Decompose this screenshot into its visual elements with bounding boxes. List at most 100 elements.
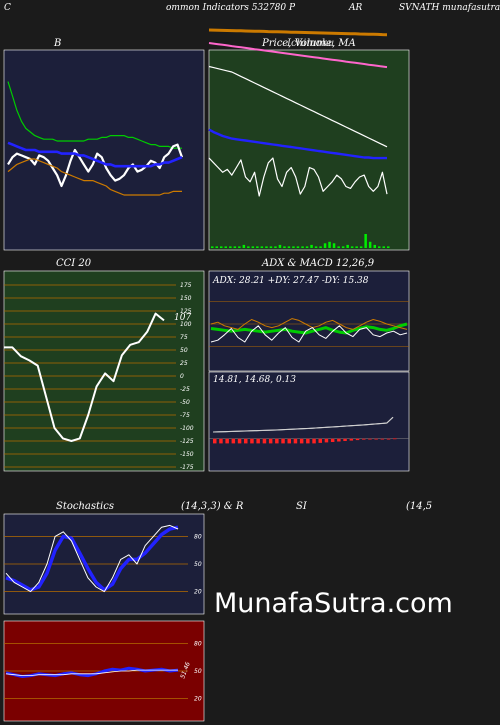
volume-bar (346, 244, 349, 248)
cci-tick: 175 (180, 282, 192, 289)
macd-histogram-bar (244, 438, 248, 444)
macd-histogram-bar (393, 438, 397, 440)
volume-bar (310, 244, 313, 248)
volume-bar (283, 246, 286, 248)
volume-bar (337, 246, 340, 248)
volume-bar (359, 246, 363, 248)
macd-histogram-bar (355, 438, 360, 441)
volume-bar (319, 246, 322, 248)
stoch-d-line (5, 525, 179, 592)
stoch-tick: 80 (194, 533, 202, 540)
macd-histogram-bar (337, 438, 341, 442)
macd-histogram-bar (250, 438, 254, 444)
bollinger-series-3 (7, 158, 182, 196)
volume-bar (378, 246, 381, 248)
volume-bar (211, 246, 214, 248)
macd-histogram-bar (213, 438, 217, 444)
stoch-tick: 50 (194, 561, 202, 568)
cci-tick: 125 (180, 308, 192, 315)
volume-bar (238, 246, 241, 248)
bollinger-series-0 (7, 81, 182, 149)
cci-tick: 0 (180, 373, 184, 380)
rsi-tick: 20 (194, 696, 202, 703)
cci-tick: -50 (180, 399, 190, 406)
adx-chart: ADX: 28.21 +DY: 27.47 -DY: 15.38 (208, 270, 410, 372)
volume-bar (368, 241, 372, 248)
rsi-signal-line (5, 669, 178, 676)
price-series-0 (208, 28, 388, 37)
adx-series-0 (210, 322, 408, 335)
macd-histogram-bar (312, 438, 316, 444)
volume-bar (301, 246, 304, 248)
cci-title: CCI 20 (56, 258, 92, 269)
macd-histogram-bar (237, 438, 242, 444)
macd-histogram-bar (231, 438, 236, 444)
macd-histogram-bar (275, 438, 279, 444)
volume-bar (373, 244, 376, 248)
cci-tick: -25 (180, 386, 190, 393)
macd-histogram-bar (324, 438, 329, 443)
macd-histogram-bar (368, 438, 372, 440)
header-right: SVNATH munafasutra.in (399, 3, 500, 13)
macd-histogram-bar (225, 438, 229, 444)
volume-bar (364, 234, 367, 248)
price-series-2 (208, 65, 388, 148)
cci-tick: -175 (180, 464, 194, 471)
volume-bar (215, 246, 218, 248)
bollinger-title: B (54, 38, 62, 49)
adx-bg (208, 270, 410, 372)
adx-series-2 (210, 325, 408, 343)
volume-bar (328, 241, 331, 248)
macd-histogram-bar (374, 438, 378, 440)
rsi-params: (14,5 (406, 501, 433, 512)
volume-bar (292, 246, 295, 248)
volume-bar (247, 246, 250, 248)
stoch-title: Stochastics (56, 501, 114, 512)
volume-bar (323, 243, 327, 248)
macd-bg (208, 371, 410, 472)
volume-bar (224, 246, 227, 248)
cci-tick: 100 (180, 321, 192, 328)
volume-bar (287, 246, 291, 248)
cci-bg (3, 270, 205, 472)
rsi-title: SI (296, 501, 307, 512)
volume-bar (229, 246, 232, 248)
macd-histogram-bar (306, 438, 310, 444)
volume-bar (233, 246, 237, 248)
macd-histogram-bar (287, 438, 291, 444)
price-series-3 (208, 128, 387, 160)
adx-series-1 (210, 318, 408, 330)
macd-histogram-bar (349, 438, 354, 441)
volume-bar (341, 246, 345, 248)
volume-bar (382, 246, 385, 248)
stochastics-chart: 80 50 20 (3, 513, 205, 615)
cci-tick: 150 (180, 295, 192, 302)
cci-tick: 50 (180, 347, 188, 354)
macd-histogram-bar (318, 438, 322, 443)
cci-chart: 175 150 125 100 75 50 25 0 -25 -50 -75 -100 -125 -150… (3, 270, 205, 472)
volume-bar (314, 246, 318, 248)
header-mid: AR (349, 3, 363, 13)
bollinger-chart (3, 49, 205, 251)
cci-line (4, 312, 165, 442)
volume-bar (387, 246, 390, 248)
cci-tick: -125 (180, 438, 194, 445)
macd-histogram-bar (262, 438, 267, 444)
price-series-1 (208, 42, 388, 69)
ichimoku-label: Ichimoku (287, 38, 335, 49)
price-chart (208, 28, 410, 251)
macd-histogram-bar (299, 438, 304, 444)
volume-bar (220, 246, 223, 248)
volume-bar (332, 243, 336, 248)
volume-bar (274, 246, 277, 248)
macd-histogram-bar (362, 438, 366, 440)
volume-bar (350, 246, 354, 248)
header-left: C (4, 3, 11, 13)
cci-tick: -75 (180, 412, 190, 419)
price-series-4 (208, 157, 388, 197)
volume-bar (242, 244, 246, 248)
volume-bar (305, 246, 309, 248)
macd-histogram-bar (386, 438, 391, 440)
macd-signal-line (212, 416, 394, 433)
